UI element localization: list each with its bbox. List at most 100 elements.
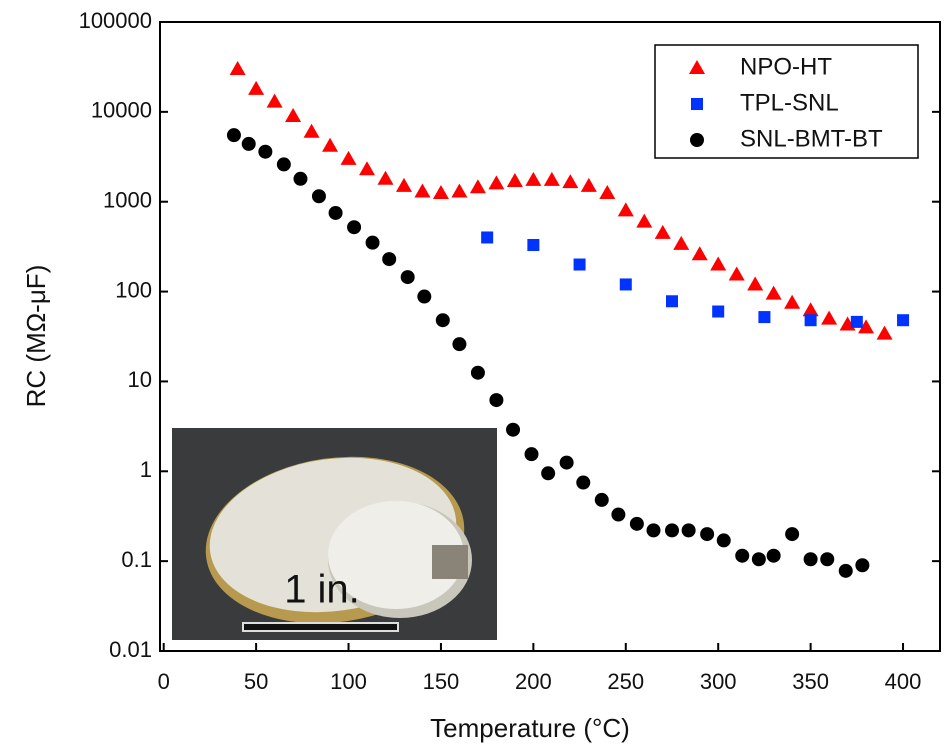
triangle-marker	[432, 185, 449, 200]
circle-marker	[524, 447, 539, 462]
x-tick-label: 400	[885, 669, 922, 694]
y-tick-label: 10000	[91, 98, 152, 123]
circle-marker	[347, 220, 362, 235]
y-tick-label: 1	[140, 457, 152, 482]
triangle-marker	[580, 177, 597, 192]
circle-marker	[664, 523, 679, 538]
circle-marker	[226, 128, 241, 143]
inset-photo	[172, 428, 497, 640]
triangle-marker	[728, 266, 745, 281]
square-marker	[619, 278, 632, 291]
triangle-marker	[821, 310, 838, 325]
square-marker	[712, 305, 725, 318]
triangle-marker	[359, 161, 376, 176]
circle-marker	[470, 365, 485, 380]
circle-marker	[382, 252, 397, 267]
square-marker	[527, 238, 540, 251]
x-tick-label: 0	[158, 669, 170, 694]
triangle-marker	[710, 256, 727, 271]
triangle-marker	[691, 246, 708, 261]
triangle-marker	[876, 325, 893, 340]
legend-label: NPO-HT	[740, 53, 832, 80]
legend-label: TPL-SNL	[740, 89, 839, 116]
circle-marker	[820, 552, 835, 567]
circle-marker	[328, 205, 343, 220]
circle-marker	[681, 523, 696, 538]
square-marker	[897, 314, 910, 327]
triangle-marker	[654, 224, 671, 239]
legend-marker	[689, 60, 705, 74]
circle-marker	[365, 235, 380, 250]
circle-marker	[435, 313, 450, 328]
square-marker	[850, 315, 863, 328]
circle-marker	[489, 393, 504, 408]
square-marker	[758, 311, 771, 324]
square-marker	[573, 258, 586, 271]
circle-marker	[855, 558, 870, 573]
x-axis-title: Temperature (°C)	[430, 713, 630, 743]
circle-marker	[559, 455, 574, 470]
y-tick-label: 100000	[79, 8, 152, 33]
triangle-marker	[599, 185, 616, 200]
square-marker	[481, 231, 494, 244]
plot-frame	[159, 21, 941, 652]
x-tick-label: 350	[792, 669, 829, 694]
triangle-marker	[229, 60, 246, 75]
circle-marker	[452, 337, 467, 352]
triangle-marker	[765, 285, 782, 300]
x-tick-label: 250	[607, 669, 644, 694]
circle-marker	[311, 189, 326, 204]
y-axis-title: RC (MΩ-μF)	[21, 265, 51, 408]
circle-marker	[785, 527, 800, 542]
circle-marker	[838, 563, 853, 578]
x-tick-label: 50	[244, 669, 268, 694]
circle-marker	[803, 552, 818, 567]
circle-marker	[258, 144, 273, 159]
circle-marker	[766, 548, 781, 563]
circle-marker	[646, 523, 661, 538]
triangle-marker	[858, 319, 875, 334]
triangle-marker	[673, 235, 690, 250]
circle-marker	[611, 507, 626, 522]
circle-marker	[541, 466, 556, 481]
triangle-marker	[802, 302, 819, 317]
triangle-marker	[562, 174, 579, 189]
legend-marker	[691, 98, 703, 110]
triangle-marker	[469, 179, 486, 194]
legend-label: SNL-BMT-BT	[740, 125, 883, 152]
scale-label: 1 in.	[284, 568, 360, 612]
circle-marker	[629, 516, 644, 531]
circle-marker	[751, 552, 766, 567]
triangle-marker	[525, 171, 542, 186]
triangle-marker	[266, 93, 283, 108]
triangle-marker	[285, 107, 302, 122]
triangle-marker	[451, 183, 468, 198]
triangle-marker	[303, 123, 320, 138]
y-tick-label: 0.1	[121, 547, 152, 572]
y-tick-label: 100	[115, 277, 152, 302]
triangle-marker	[340, 150, 357, 165]
legend-marker	[690, 133, 704, 147]
x-tick-label: 200	[515, 669, 552, 694]
circle-marker	[276, 157, 291, 172]
y-tick-label: 1000	[103, 188, 152, 213]
square-marker	[804, 314, 817, 327]
triangle-marker	[377, 170, 394, 185]
circle-marker	[506, 422, 521, 437]
triangle-marker	[543, 171, 560, 186]
y-tick-label: 0.01	[109, 637, 152, 662]
triangle-marker	[784, 294, 801, 309]
triangle-marker	[414, 183, 431, 198]
circle-marker	[293, 171, 308, 186]
triangle-marker	[248, 80, 265, 95]
triangle-marker	[617, 202, 634, 217]
circle-marker	[594, 492, 609, 507]
x-tick-label: 300	[700, 669, 737, 694]
circle-marker	[700, 527, 715, 542]
x-tick-label: 150	[423, 669, 460, 694]
triangle-marker	[395, 177, 412, 192]
triangle-marker	[506, 173, 523, 188]
circle-marker	[576, 475, 591, 490]
triangle-marker	[488, 175, 505, 190]
